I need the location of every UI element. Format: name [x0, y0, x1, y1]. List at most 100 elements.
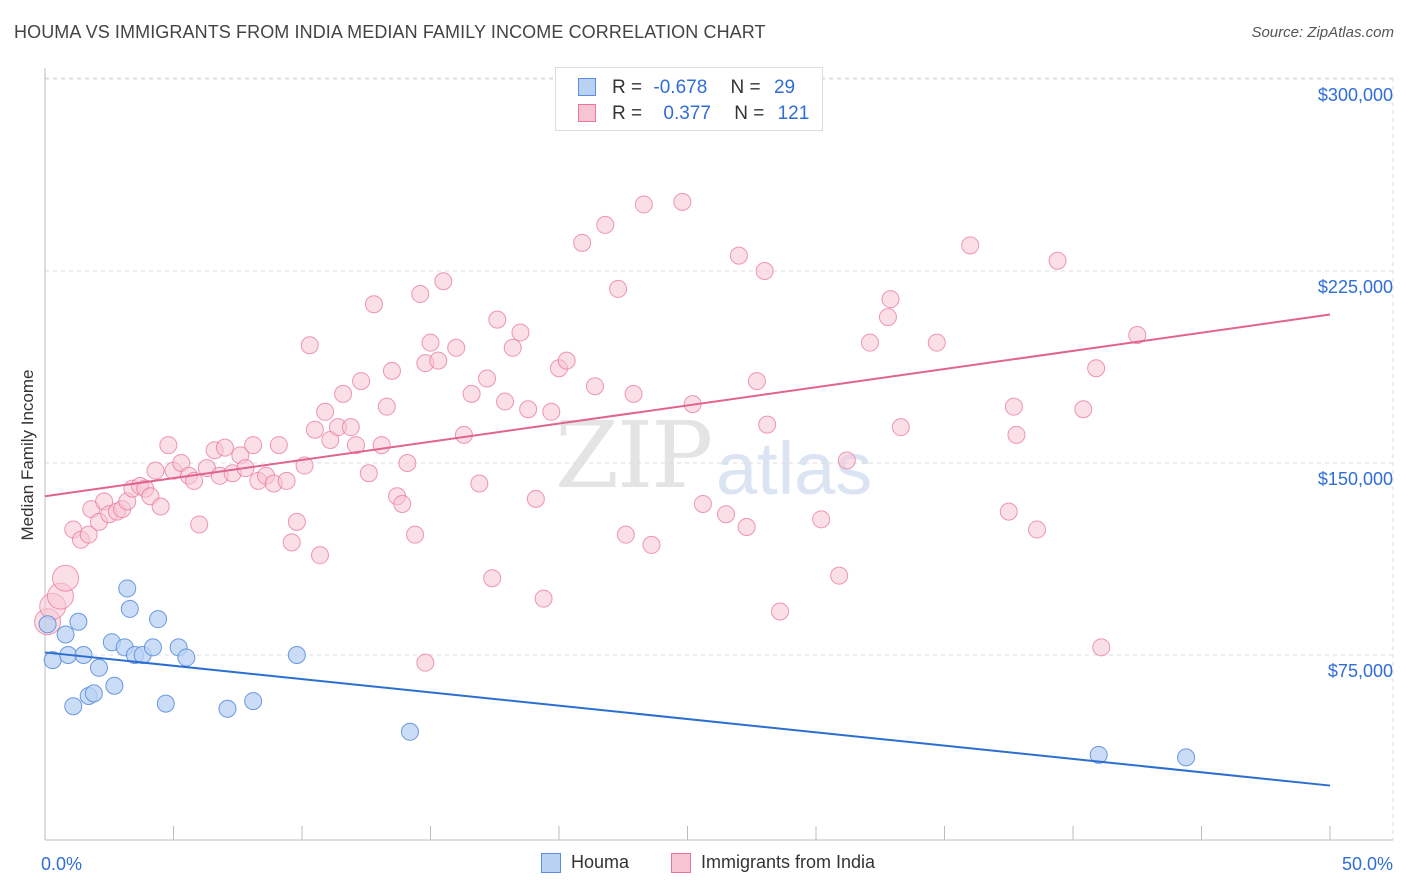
india-point	[642, 535, 661, 554]
correlation-legend: R = -0.678 N = 29 R = 0.377 N = 121	[555, 67, 823, 131]
india-swatch	[578, 104, 596, 122]
india-point	[927, 333, 946, 352]
india-point	[1092, 638, 1111, 657]
houma-n-label: N =	[730, 77, 761, 98]
india-point	[1128, 326, 1147, 344]
india-point	[1048, 251, 1067, 270]
houma-r-value: -0.678	[653, 77, 708, 98]
india-point	[758, 415, 777, 434]
houma-point	[84, 684, 103, 703]
y-tick-label: $75,000	[1328, 661, 1393, 681]
india-point	[878, 308, 897, 327]
x-tick-label: 0.0%	[41, 854, 82, 874]
india-point	[377, 397, 396, 416]
india-point	[616, 525, 635, 544]
india-point	[812, 510, 831, 529]
india-point	[346, 436, 365, 455]
india-n-value: 121	[777, 103, 810, 124]
india-legend-label: Immigrants from India	[701, 852, 876, 872]
india-point	[462, 384, 481, 403]
axes	[44, 68, 1393, 841]
houma-point	[287, 646, 306, 664]
india-point	[573, 233, 592, 252]
y-tick-label: $300,000	[1318, 85, 1393, 105]
india-point	[596, 215, 615, 234]
series-houma	[38, 579, 1196, 767]
india-point	[190, 515, 209, 534]
india-point	[159, 436, 178, 455]
india-point	[421, 333, 440, 352]
india-point	[729, 246, 748, 265]
houma-legend-label: Houma	[571, 852, 630, 872]
houma-swatch	[578, 78, 596, 96]
source-label: Source: ZipAtlas.com	[1251, 24, 1394, 41]
india-legend-swatch	[671, 853, 691, 873]
houma-point	[118, 579, 137, 598]
houma-point	[156, 694, 175, 713]
india-point	[534, 589, 553, 608]
india-point	[511, 323, 530, 342]
india-point	[717, 505, 736, 524]
india-r-label: R =	[612, 103, 643, 124]
india-point	[503, 338, 522, 357]
india-point	[860, 333, 879, 352]
india-n-label: N =	[734, 103, 765, 124]
houma-r-label: R =	[612, 77, 643, 98]
india-point	[634, 195, 653, 214]
india-point	[470, 474, 489, 493]
india-point	[1087, 359, 1106, 378]
india-point	[352, 372, 371, 391]
india-point	[146, 461, 165, 480]
india-point	[151, 497, 170, 516]
houma-point	[64, 697, 83, 716]
india-point	[771, 602, 790, 621]
india-point	[372, 436, 391, 455]
y-tick-labels: $75,000 $150,000 $225,000 $300,000	[1318, 85, 1393, 681]
series-india	[34, 192, 1147, 672]
india-point	[269, 436, 288, 455]
india-point	[295, 456, 314, 475]
houma-point	[56, 625, 75, 644]
chart-title: HOUMA VS IMMIGRANTS FROM INDIA MEDIAN FA…	[14, 22, 766, 42]
houma-point	[69, 612, 88, 631]
india-point	[478, 369, 497, 388]
india-point	[542, 402, 561, 421]
houma-point	[1177, 748, 1196, 767]
india-point	[454, 425, 473, 444]
india-point	[961, 236, 980, 255]
india-point	[287, 512, 306, 531]
india-point	[305, 420, 324, 439]
india-point	[52, 564, 80, 592]
houma-n-value: 29	[773, 77, 796, 98]
india-point	[359, 464, 378, 483]
india-point	[300, 336, 319, 355]
india-point	[411, 285, 430, 304]
houma-point	[149, 610, 168, 629]
india-point	[393, 494, 412, 513]
india-point	[79, 525, 98, 544]
india-point	[673, 192, 692, 211]
houma-trend-line	[44, 651, 1331, 787]
x-tick-label: 50.0%	[1342, 854, 1393, 874]
india-point	[747, 372, 766, 391]
india-point	[1028, 520, 1047, 539]
india-point	[891, 418, 910, 437]
y-tick-label: $225,000	[1318, 277, 1393, 297]
india-point	[334, 384, 353, 403]
india-point	[1004, 397, 1023, 416]
houma-point	[244, 692, 263, 711]
houma-point	[105, 676, 124, 695]
india-point	[277, 471, 296, 490]
houma-point	[143, 638, 162, 657]
houma-point	[400, 722, 419, 741]
india-point	[837, 451, 856, 470]
india-point	[215, 438, 234, 457]
houma-point	[89, 658, 108, 677]
houma-point	[177, 648, 196, 667]
houma-legend-swatch	[541, 853, 561, 873]
india-point	[416, 653, 435, 672]
houma-point	[1089, 745, 1108, 764]
india-point	[406, 525, 425, 544]
india-point	[341, 418, 360, 437]
india-point	[398, 454, 417, 472]
